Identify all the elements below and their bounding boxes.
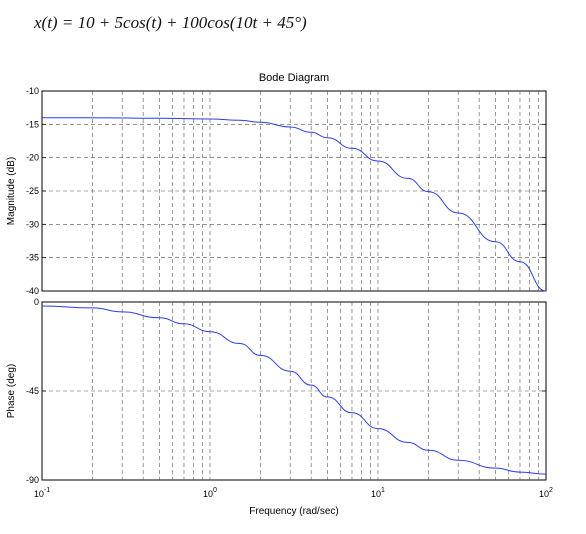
y-tick-label: -90 <box>26 475 39 485</box>
y-tick-label: -30 <box>26 219 39 229</box>
y-tick-label: -15 <box>26 119 39 129</box>
phase-grid <box>42 302 546 480</box>
x-tick-label: 10-1 <box>34 487 50 499</box>
y-tick-label: -20 <box>26 153 39 163</box>
magnitude-y-ticks: -10 -15 -20 -25 -30 -35 -40 <box>26 86 546 296</box>
phase-y-label: Phase (deg) <box>6 364 17 418</box>
y-tick-label: -45 <box>26 386 39 396</box>
y-tick-label: -40 <box>26 286 39 296</box>
y-tick-label: 0 <box>34 297 39 307</box>
phase-y-ticks: 0 -45 -90 <box>26 297 546 485</box>
chart-title: Bode Diagram <box>259 72 329 84</box>
y-tick-label: -10 <box>26 86 39 96</box>
phase-panel: 0 -45 -90 Phase (deg) <box>6 297 547 485</box>
x-tick-label: 100 <box>203 487 217 499</box>
phase-series-line <box>41 305 547 475</box>
magnitude-grid <box>42 91 546 291</box>
x-axis-ticks: 10-1 100 101 102 <box>34 487 553 499</box>
y-tick-label: -35 <box>26 253 39 263</box>
x-tick-label: 102 <box>539 487 553 499</box>
x-axis-label: Frequency (rad/sec) <box>249 506 338 517</box>
x-tick-label: 101 <box>371 487 385 499</box>
magnitude-panel: -10 -15 -20 -25 -30 -35 -40 Magnitude (dB) <box>6 86 547 296</box>
magnitude-series-line <box>42 117 547 292</box>
magnitude-y-label: Magnitude (dB) <box>6 157 17 225</box>
signal-formula: x(t) = 10 + 5cos(t) + 100cos(10t + 45°) <box>33 13 307 32</box>
y-tick-label: -25 <box>26 186 39 196</box>
